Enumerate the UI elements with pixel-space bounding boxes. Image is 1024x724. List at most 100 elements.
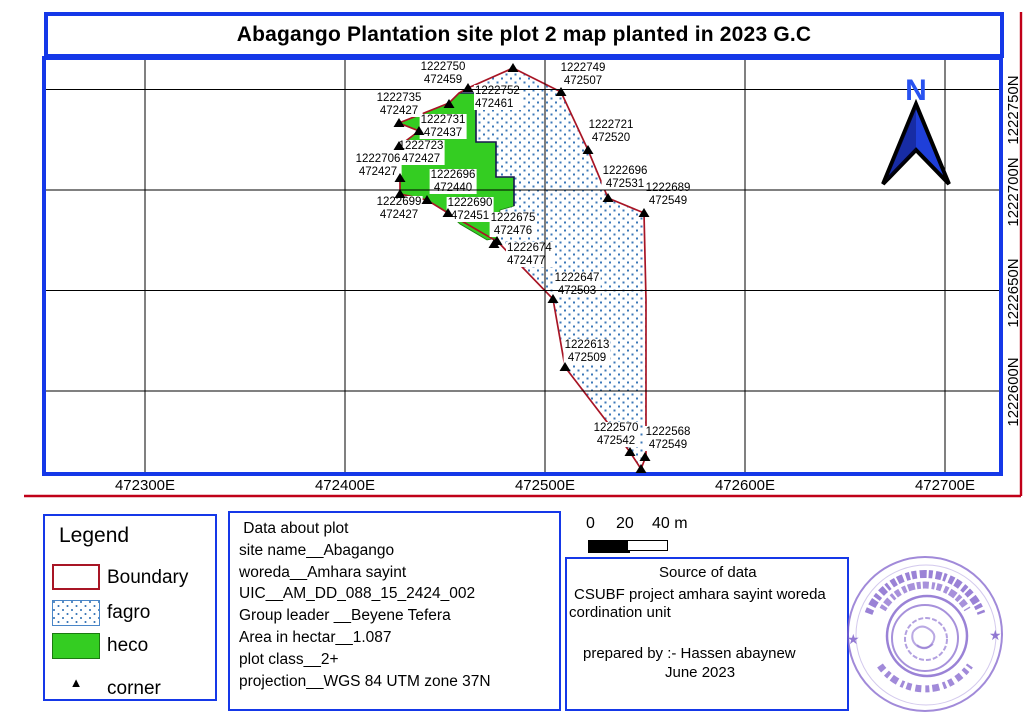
corner-northing: 1222696 (430, 169, 476, 181)
corner-northing: 1222568 (645, 426, 691, 438)
x-axis-label: 472600E (714, 477, 776, 494)
legend-title: Legend (59, 524, 130, 547)
scale-bar-white-segment (628, 540, 668, 551)
scale-bar-label: 0 (586, 515, 595, 532)
corner-easting: 472509 (567, 351, 607, 364)
source-line: Source of data (659, 564, 757, 581)
plot-info-line: plot class__2+ (239, 650, 339, 668)
corner-easting: 472477 (507, 254, 546, 267)
x-axis-label: 472300E (114, 477, 176, 494)
corner-label: 1222721 472520 (587, 119, 635, 144)
corner-northing: 1222721 (588, 119, 634, 131)
corner-label: 1222752 472461 (474, 85, 521, 110)
corner-label: 1222749 472507 (559, 62, 607, 87)
corner-label: 1222674 472477 (506, 242, 553, 267)
corner-easting: 472507 (563, 74, 603, 87)
x-axis-label: 472500E (514, 477, 576, 494)
corner-easting: 472549 (648, 438, 688, 451)
corner-easting: 472427 (379, 104, 419, 117)
corner-label: 1222750 472459 (419, 61, 467, 86)
corner-swatch: ▲ (69, 675, 83, 690)
plot-info-line: Group leader __Beyene Tefera (239, 607, 451, 625)
corner-label: 1222568 472549 (644, 426, 692, 451)
plot-info-line: UIC__AM_DD_088_15_2424_002 (239, 585, 476, 603)
y-axis-label: 1222650N (1005, 258, 1022, 328)
y-axis-label: 1222600N (1005, 357, 1022, 427)
corner-label: 1222706 472427 (354, 153, 402, 178)
corner-northing: 1222696 (602, 165, 648, 177)
source-line: prepared by :- Hassen abaynew (583, 645, 796, 662)
corner-label: 1222696 472531 (601, 165, 649, 190)
corner-label: 1222723 472427 (397, 140, 445, 165)
plot-info-line: woreda__Amhara sayint (239, 563, 407, 581)
corner-easting: 472476 (493, 224, 533, 237)
north-arrow-label: N (905, 74, 927, 107)
corner-label: 1222731 472437 (419, 114, 467, 139)
corner-easting: 472531 (605, 177, 645, 190)
scale-bar-label: 40 m (652, 515, 688, 532)
corner-easting: 472440 (433, 181, 473, 194)
source-line: cordination unit (569, 604, 671, 621)
corner-label: 1222696 472440 (429, 169, 477, 194)
legend-item-label: Boundary (107, 567, 189, 588)
corner-easting: 472451 (450, 209, 490, 222)
scale-bar-label: 20 (616, 515, 634, 532)
boundary-swatch (52, 564, 100, 590)
corner-easting: 472503 (557, 284, 597, 297)
legend: Legend Boundary fagro heco ▲ corner (43, 514, 217, 701)
corner-northing: 1222675 (490, 212, 536, 224)
corner-northing: 1222699 (376, 196, 422, 208)
plot-info-line: Area in hectar__1.087 (239, 628, 392, 646)
plot-info-line: Data about plot (239, 520, 349, 537)
corner-easting: 472461 (475, 97, 514, 110)
corner-northing: 1222750 (420, 61, 466, 73)
source-line: CSUBF project amhara sayint woreda (574, 586, 826, 603)
corner-easting: 472549 (648, 194, 688, 207)
x-axis-label: 472400E (314, 477, 376, 494)
corner-label: 1222570 472542 (592, 422, 640, 447)
corner-northing: 1222570 (593, 422, 639, 434)
corner-easting: 472520 (591, 131, 631, 144)
corner-northing: 1222735 (376, 92, 422, 104)
corner-northing: 1222674 (507, 242, 552, 254)
corner-northing: 1222690 (447, 197, 493, 209)
corner-label: 1222613 472509 (563, 339, 611, 364)
corner-label: 1222689 472549 (644, 182, 692, 207)
scale-bar-black-segment (588, 540, 630, 553)
corner-easting: 472427 (401, 152, 441, 165)
plot-info-line: projection__WGS 84 UTM zone 37N (239, 672, 491, 690)
corner-label: 1222735 472427 (375, 92, 423, 117)
y-axis-label: 1222700N (1005, 157, 1022, 227)
title-box: Abagango Plantation site plot 2 map plan… (44, 12, 1004, 58)
x-axis-label: 472700E (914, 477, 976, 494)
source-box: Source of data CSUBF project amhara sayin… (565, 557, 849, 711)
corner-northing: 1222752 (475, 85, 520, 97)
corner-easting: 472427 (358, 165, 398, 178)
corner-northing: 1222749 (560, 62, 606, 74)
y-axis-label: 1222750N (1005, 75, 1022, 145)
stamp-right-star-icon: ★ (989, 627, 1002, 643)
corner-northing: 1222723 (398, 140, 444, 152)
heco-swatch (52, 633, 100, 659)
corner-easting: 472427 (379, 208, 419, 221)
corner-label: 1222647 472503 (553, 272, 601, 297)
fagro-swatch (52, 600, 100, 626)
corner-northing: 1222706 (355, 153, 401, 165)
official-stamp-seal: ★ ★ (847, 556, 1003, 712)
corner-northing: 1222647 (554, 272, 600, 284)
page-title: Abagango Plantation site plot 2 map plan… (236, 23, 812, 46)
corner-label: 1222690 472451 (446, 197, 494, 222)
corner-easting: 472437 (423, 126, 463, 139)
plot-info-line: site name__Abagango (239, 541, 395, 559)
corner-northing: 1222731 (420, 114, 466, 126)
corner-easting: 472542 (596, 434, 636, 447)
corner-label: 1222699 472427 (375, 196, 423, 221)
corner-label: 1222675 472476 (489, 212, 537, 237)
corner-northing: 1222613 (564, 339, 610, 351)
legend-item-label: corner (107, 678, 161, 699)
legend-item-label: heco (107, 635, 149, 656)
source-line: June 2023 (665, 664, 736, 681)
stamp-left-star-icon: ★ (847, 631, 860, 647)
